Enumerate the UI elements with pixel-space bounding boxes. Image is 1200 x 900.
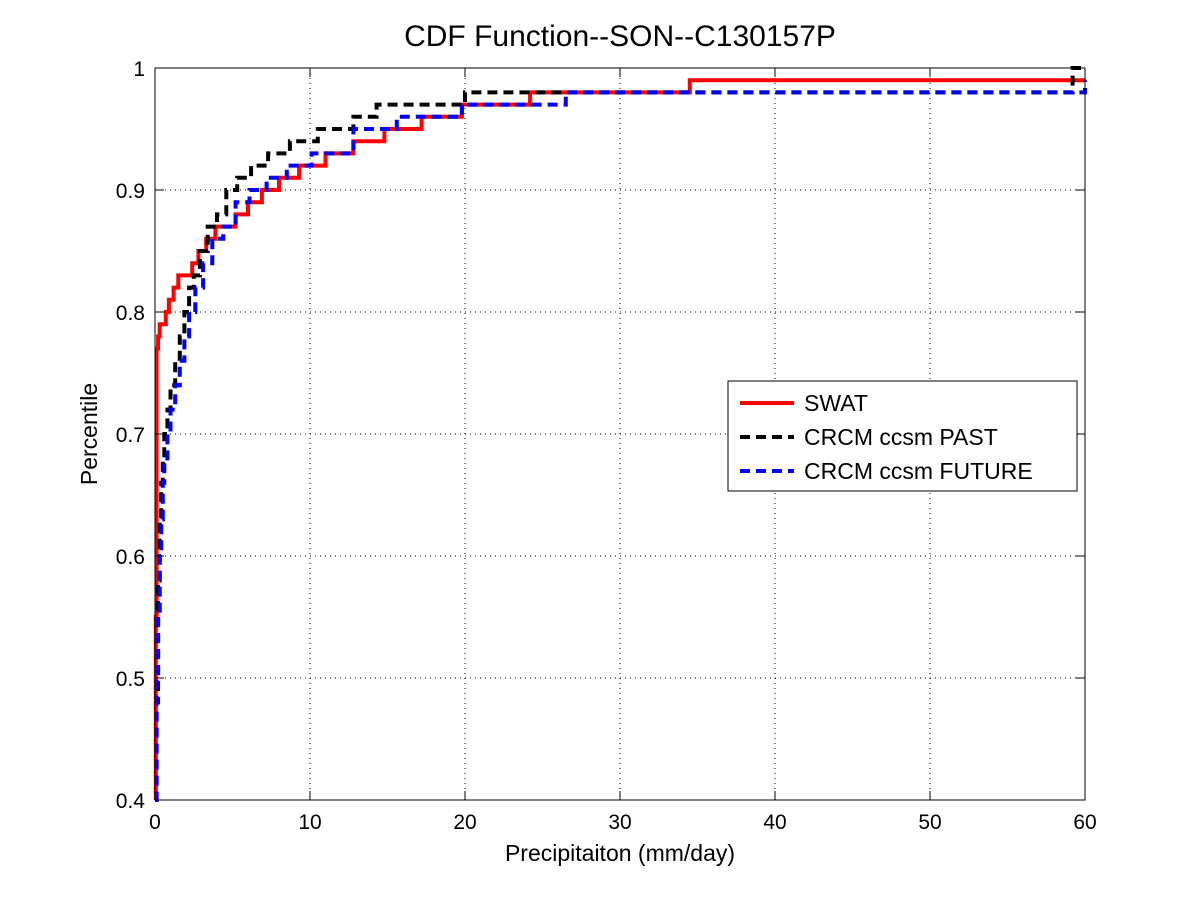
axis-ticks xyxy=(154,67,1086,801)
y-tick-labels: 0.4 0.5 0.6 0.7 0.8 0.9 1 xyxy=(116,58,146,813)
y-tick-label: 0.5 xyxy=(116,668,145,691)
legend-entries: SWAT CRCM ccsm PAST CRCM ccsm FUTURE xyxy=(740,390,1033,484)
x-tick-label: 0 xyxy=(149,811,161,834)
legend-label: CRCM ccsm PAST xyxy=(804,424,998,450)
x-tick-label: 20 xyxy=(453,811,476,834)
series-line-swat xyxy=(153,78,1085,802)
x-tick-label: 50 xyxy=(918,811,941,834)
x-tick-label: 60 xyxy=(1073,811,1096,834)
legend-box xyxy=(727,380,1078,492)
y-tick-label: 0.9 xyxy=(116,180,145,203)
y-tick-label: 0.7 xyxy=(116,424,145,447)
x-tick-label: 40 xyxy=(763,811,786,834)
x-tick-label: 10 xyxy=(298,811,321,834)
x-tick-label: 30 xyxy=(608,811,631,834)
legend-label: CRCM ccsm FUTURE xyxy=(804,458,1033,484)
legend-label: SWAT xyxy=(804,390,868,416)
x-axis-label: Precipitaiton (mm/day) xyxy=(505,840,735,866)
series-line-crcm-ccsm-future xyxy=(154,80,1087,802)
y-tick-label: 0.6 xyxy=(116,546,145,569)
x-tick-labels: 0 10 20 30 40 50 60 xyxy=(149,811,1097,834)
y-axis-label: Percentile xyxy=(76,383,102,485)
y-tick-label: 0.8 xyxy=(116,302,145,325)
legend: SWAT CRCM ccsm PAST CRCM ccsm FUTURE xyxy=(727,380,1078,492)
chart-title: CDF Function--SON--C130157P xyxy=(404,20,836,53)
series-layer xyxy=(153,66,1087,802)
grid-lines xyxy=(155,68,1085,800)
y-tick-label: 1 xyxy=(133,58,145,81)
y-tick-label: 0.4 xyxy=(116,790,146,813)
